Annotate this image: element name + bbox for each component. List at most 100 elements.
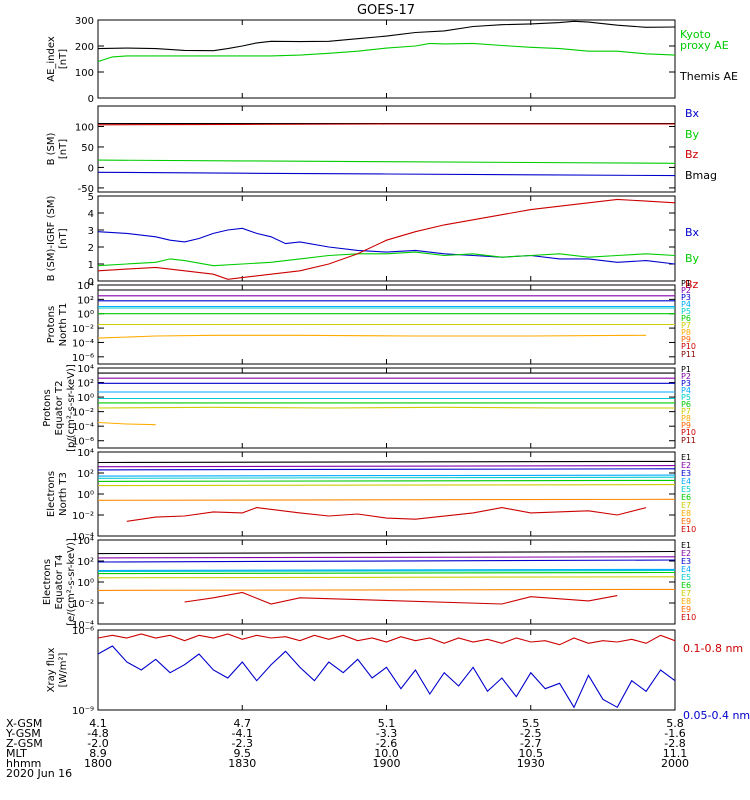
legend-entry: E3 bbox=[681, 557, 691, 566]
y-tick-label: 10² bbox=[77, 557, 94, 568]
y-axis-label: B (SM) bbox=[46, 132, 57, 165]
series-line-e4 bbox=[98, 474, 675, 477]
legend-entry: E9 bbox=[681, 605, 691, 614]
y-tick-label: 10⁰ bbox=[77, 310, 94, 321]
legend-entry: Bz bbox=[685, 278, 699, 291]
series-line-e8 bbox=[98, 498, 675, 501]
x-tick-label: 4.1 bbox=[89, 717, 107, 730]
y-tick-label: 0 bbox=[88, 94, 94, 105]
y-tick-label: 10² bbox=[77, 469, 94, 480]
legend-entry: P8 bbox=[681, 328, 691, 337]
x-tick-label: -3.3 bbox=[376, 727, 397, 740]
series-line-e7 bbox=[98, 576, 675, 579]
plot-frame bbox=[97, 451, 676, 537]
panel-protons-north: 10⁻⁶ 10⁻⁴ 10⁻² 10⁰ 10² 10⁴ Protons North T1 P1P2… bbox=[46, 279, 696, 365]
legend-entry: E2 bbox=[681, 549, 691, 558]
legend-entry: E5 bbox=[681, 485, 691, 494]
panel-b-sm: -50 0 50 100 B (SM) [nT] Bx By Bz Bmag bbox=[46, 105, 717, 195]
legend-entry: P7 bbox=[681, 321, 691, 330]
legend-entry: By bbox=[685, 252, 700, 265]
y-tick-label: 10⁻² bbox=[72, 324, 94, 335]
y-tick-label: 50 bbox=[81, 143, 94, 154]
plot-frame bbox=[97, 19, 676, 99]
series-line-e8 bbox=[98, 588, 675, 591]
x-tick-label: -2.5 bbox=[520, 727, 541, 740]
legend-entry: P3 bbox=[681, 379, 691, 388]
y-tick-label: 10⁻⁹ bbox=[72, 706, 94, 717]
legend-entry: P1 bbox=[681, 279, 691, 288]
series-line-e2 bbox=[98, 556, 675, 559]
y-axis-label: North T1 bbox=[58, 303, 69, 347]
y-tick-label: 2 bbox=[88, 243, 94, 254]
legend-entry: P9 bbox=[681, 421, 691, 430]
series-line-e3 bbox=[98, 559, 675, 563]
y-tick-label: 10² bbox=[77, 295, 94, 306]
series-line-kyoto-proxy-ae bbox=[98, 42, 675, 63]
x-tick-label: 5.5 bbox=[522, 717, 540, 730]
x-tick-label: -2.0 bbox=[87, 737, 108, 750]
legend-entry: E6 bbox=[681, 581, 691, 590]
legend-entry: P9 bbox=[681, 335, 691, 344]
panel-xray-flux: 10⁻⁹ 10⁻⁶ Xray flux [W/m²] 0.1-0.8 nm 0.05-0.… bbox=[46, 626, 750, 722]
x-tick-label: -1.6 bbox=[664, 727, 685, 740]
x-axis-table: X-GSM 4.1 4.7 5.1 5.5 5.8Y-GSM -4.8 -4.1 -3.3 -2.… bbox=[5, 717, 689, 780]
legend-entry: P4 bbox=[681, 386, 691, 395]
y-axis-label: Electrons bbox=[42, 559, 53, 605]
legend-entry: Bz bbox=[685, 148, 699, 161]
y-axis-label: AE_index bbox=[46, 36, 57, 82]
plot-frame bbox=[97, 105, 676, 193]
legend-entry: E10 bbox=[681, 525, 696, 534]
date-label: 2020 Jun 16 bbox=[6, 767, 72, 780]
y-tick-label: 5 bbox=[88, 192, 94, 203]
x-tick-label: 4.7 bbox=[234, 717, 252, 730]
page-title: GOES-17 bbox=[357, 3, 415, 18]
y-tick-label: 10⁴ bbox=[77, 364, 94, 375]
x-row-label: Z-GSM bbox=[6, 737, 43, 750]
legend-entry: E4 bbox=[681, 477, 691, 486]
legend-entry: E6 bbox=[681, 493, 691, 502]
series-line-e4 bbox=[98, 568, 675, 572]
y-axis-label: [e/(cm²-s-sr-keV)] bbox=[66, 538, 77, 626]
legend-entry: P4 bbox=[681, 300, 691, 309]
legend-entry: P11 bbox=[681, 350, 696, 359]
legend-entry: 0.1-0.8 nm bbox=[683, 642, 743, 655]
y-tick-label: 10⁴ bbox=[77, 536, 94, 547]
legend-entry: P11 bbox=[681, 436, 696, 445]
x-tick-label: 2000 bbox=[661, 757, 689, 770]
x-tick-label: -4.1 bbox=[232, 727, 253, 740]
series-line-e1 bbox=[98, 460, 675, 464]
legend-entry: P5 bbox=[681, 307, 691, 316]
panel-electrons-north: 10⁻⁴ 10⁻² 10⁰ 10² 10⁴ Electrons North T3 E1E2E3… bbox=[46, 448, 696, 543]
y-tick-label: 0 bbox=[88, 163, 94, 174]
legend-entry: E1 bbox=[681, 541, 691, 550]
legend-entry: E9 bbox=[681, 517, 691, 526]
y-tick-label: 10⁻⁶ bbox=[72, 626, 94, 637]
series-line-e3 bbox=[98, 468, 675, 471]
x-row-label: X-GSM bbox=[6, 717, 42, 730]
legend-entry: P8 bbox=[681, 414, 691, 423]
x-row-label: Y-GSM bbox=[5, 727, 41, 740]
panel-b-minus-igrf: 0 1 2 3 4 5 B (SM)-IGRF (SM) [nT] Bx By Bz bbox=[46, 192, 700, 291]
y-axis-label: [nT] bbox=[58, 139, 69, 159]
series-line-e2 bbox=[98, 465, 675, 468]
legend-entry: P7 bbox=[681, 407, 691, 416]
series-line-p8 bbox=[98, 334, 647, 339]
y-tick-label: 10⁻² bbox=[72, 408, 94, 419]
legend-entry: P6 bbox=[681, 400, 691, 409]
y-tick-label: -50 bbox=[78, 184, 94, 195]
x-tick-label: 10.5 bbox=[519, 747, 544, 760]
legend-entry: E7 bbox=[681, 501, 691, 510]
legend-entry: E2 bbox=[681, 461, 691, 470]
series-line-themis-ae bbox=[98, 20, 675, 52]
x-tick-label: -2.3 bbox=[232, 737, 253, 750]
legend-entry: P6 bbox=[681, 314, 691, 323]
y-axis-label: Equator T4 bbox=[54, 555, 65, 610]
y-tick-label: 300 bbox=[75, 16, 94, 27]
y-tick-label: 10⁻⁴ bbox=[72, 620, 94, 631]
series-line-e1 bbox=[98, 550, 675, 555]
legend-entry: By bbox=[685, 128, 700, 141]
y-tick-label: 10⁻⁶ bbox=[72, 437, 94, 448]
